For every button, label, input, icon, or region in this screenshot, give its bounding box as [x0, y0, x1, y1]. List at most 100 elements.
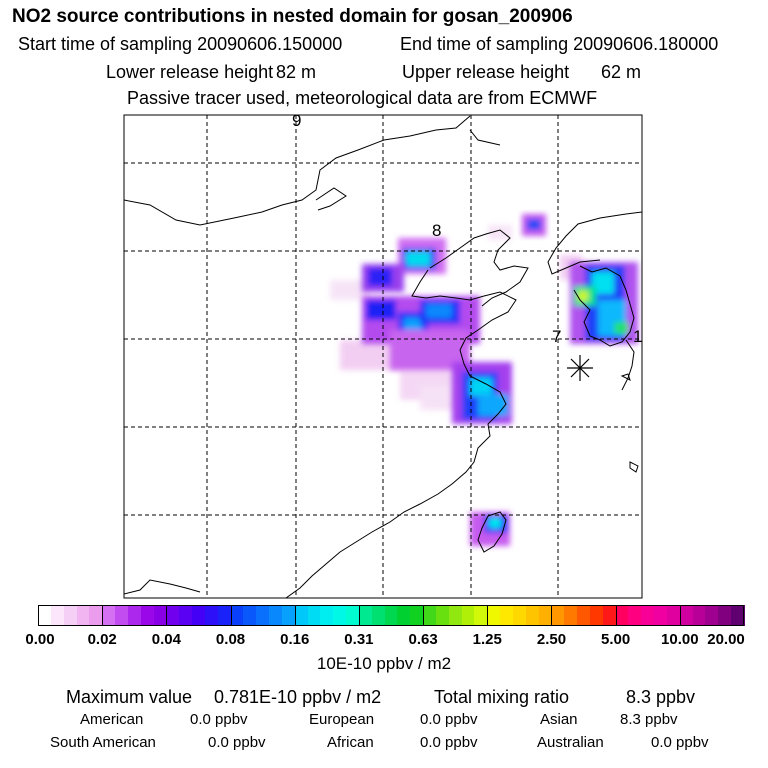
colorbar-swatch: [705, 605, 719, 626]
colorbar-swatch: [204, 605, 219, 626]
colorbar-swatch: [577, 605, 591, 626]
lower-release-label: Lower release height: [106, 62, 274, 82]
region-value-african: 0.0 ppbv: [420, 734, 478, 751]
max-value: 0.781E-10 ppbv / m2: [214, 687, 382, 707]
colorbar-swatch: [294, 605, 309, 626]
region-value-asian: 8.3 ppbv: [620, 711, 678, 728]
colorbar-swatch: [538, 605, 553, 626]
colorbar-swatch: [115, 605, 129, 626]
colorbar-swatch: [166, 605, 180, 626]
colorbar-separator: [487, 605, 489, 626]
colorbar-tick-label: 0.31: [344, 631, 374, 648]
colorbar-separator: [294, 605, 296, 626]
colorbar-swatch: [731, 605, 745, 626]
colorbar-tick-label: 0.02: [87, 631, 117, 648]
region-name-african: African: [327, 734, 374, 751]
colorbar-swatch: [358, 605, 373, 626]
concentration-field: [330, 214, 638, 546]
colorbar-swatch: [76, 605, 90, 626]
colorbar-tick-label: 20.00: [707, 631, 745, 648]
colorbar-separator: [230, 605, 232, 626]
colorbar-separator: [166, 605, 168, 626]
colorbar-swatch: [50, 605, 65, 626]
colorbar-separator: [102, 605, 104, 626]
region-name-asian: Asian: [540, 711, 578, 728]
colorbar-swatch: [551, 605, 565, 626]
region-name-american: American: [80, 711, 144, 728]
colorbar-swatch: [628, 605, 642, 626]
colorbar-separator: [679, 605, 681, 626]
colorbar-separator: [615, 605, 617, 626]
colorbar-swatch: [307, 605, 321, 626]
colorbar-swatch: [384, 605, 398, 626]
colorbar-swatch: [269, 605, 283, 626]
colorbar-swatch: [679, 605, 694, 626]
colorbar-swatch: [487, 605, 501, 626]
colorbar-swatch: [63, 605, 78, 626]
upper-release-label: Upper release height: [402, 62, 570, 82]
colorbar-swatch: [38, 605, 52, 626]
colorbar-swatch: [602, 605, 617, 626]
region-name-european: European: [309, 711, 375, 728]
colorbar-swatch: [564, 605, 578, 626]
point-label-8: 8: [432, 221, 441, 240]
colorbar-tick-label: 0.16: [280, 631, 310, 648]
colorbar-swatch: [127, 605, 142, 626]
colorbar-tick-label: 5.00: [601, 631, 631, 648]
coastline: [124, 115, 642, 598]
colorbar-swatch: [192, 605, 206, 626]
colorbar-swatch: [397, 605, 411, 626]
colorbar-units: 10E-10 ppbv / m2: [316, 654, 452, 673]
start-time-label: Start time of sampling 20090606.150000: [18, 34, 343, 54]
region-value-australian: 0.0 ppbv: [651, 734, 709, 751]
colorbar-swatch: [718, 605, 732, 626]
region-name-australian: Australian: [537, 734, 604, 751]
colorbar-swatch: [243, 605, 257, 626]
colorbar-swatch: [461, 605, 476, 626]
colorbar-tick-label: 10.00: [661, 631, 699, 648]
colorbar-swatch: [153, 605, 167, 626]
map-frame: [123, 114, 643, 599]
point-label-7: 7: [552, 327, 561, 346]
colorbar-swatch: [89, 605, 103, 626]
region-value-south-american: 0.0 ppbv: [208, 734, 266, 751]
region-value-european: 0.0 ppbv: [420, 711, 478, 728]
colorbar-swatch: [179, 605, 193, 626]
point-label-9: 9: [292, 111, 301, 130]
colorbar-separator: [358, 605, 360, 626]
colorbar-swatch: [474, 605, 488, 626]
colorbar-swatch: [217, 605, 232, 626]
colorbar-swatch: [230, 605, 244, 626]
colorbar-swatch: [140, 605, 155, 626]
colorbar-swatch: [666, 605, 681, 626]
colorbar-swatch: [692, 605, 707, 626]
total-mixing-label: Total mixing ratio: [434, 687, 570, 707]
colorbar-separator: [551, 605, 553, 626]
upper-release-value: 62 m: [601, 62, 642, 82]
tracer-note: Passive tracer used, meteorological data…: [127, 88, 598, 108]
colorbar-swatch: [589, 605, 604, 626]
colorbar-swatch: [525, 605, 540, 626]
colorbar-swatch: [281, 605, 296, 626]
colorbar-swatch: [371, 605, 386, 626]
colorbar-tick-label: 0.63: [408, 631, 438, 648]
max-value-label: Maximum value: [66, 687, 193, 707]
colorbar-swatch: [102, 605, 116, 626]
end-time-label: End time of sampling 20090606.180000: [400, 34, 719, 54]
colorbar-tick-label: 0.08: [215, 631, 246, 648]
colorbar-tick-label: 0.04: [151, 631, 181, 648]
colorbar-swatch: [500, 605, 514, 626]
total-mixing-value: 8.3 ppbv: [626, 687, 696, 707]
colorbar-swatch: [410, 605, 424, 626]
colorbar-separator: [423, 605, 425, 626]
colorbar-tick-label: 2.50: [536, 631, 567, 648]
colorbar-swatch: [641, 605, 655, 626]
colorbar-swatch: [256, 605, 270, 626]
region-name-south-american: South American: [50, 734, 156, 751]
colorbar-swatch: [654, 605, 668, 626]
colorbar-tick-label: 0.00: [25, 631, 55, 648]
colorbar-swatch: [320, 605, 334, 626]
colorbar-swatch: [448, 605, 463, 626]
colorbar-swatch: [512, 605, 527, 626]
